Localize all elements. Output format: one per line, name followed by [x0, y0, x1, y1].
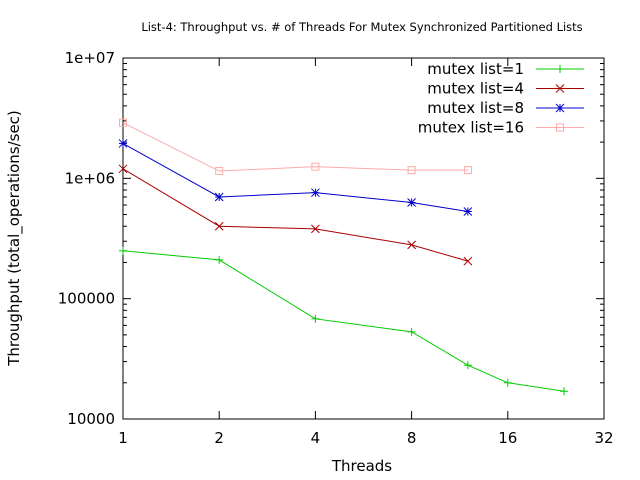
y-tick-label: 1e+07 — [65, 49, 115, 67]
legend-marker — [555, 103, 565, 113]
data-point — [118, 139, 128, 148]
y-axis-label: Throughput (total_operations/sec) — [5, 110, 24, 367]
series-line — [122, 250, 565, 392]
series-2 — [118, 164, 473, 266]
series-line — [122, 142, 468, 213]
data-point — [407, 327, 416, 336]
chart-title: List-4: Throughput vs. # of Threads For … — [141, 20, 582, 34]
legend-marker — [556, 123, 564, 132]
axis-ticks: 10000 100000 1e+06 1e+07 1 2 4 8 16 32 — [58, 49, 614, 447]
x-tick-label: 8 — [407, 429, 417, 447]
plot-frame — [122, 57, 605, 420]
plot-border — [122, 57, 605, 420]
x-tick-label: 16 — [498, 429, 517, 447]
x-tick-label: 4 — [311, 429, 321, 447]
data-point — [215, 167, 224, 176]
data-point — [214, 221, 224, 231]
x-axis-label: Threads — [331, 457, 392, 475]
data-point — [407, 166, 416, 175]
legend-label: mutex list=4 — [427, 80, 524, 98]
data-point — [311, 188, 320, 198]
series-3 — [118, 139, 473, 216]
data-point — [407, 198, 416, 207]
y-tick-label: 10000 — [67, 410, 115, 428]
x-tick-label: 32 — [594, 429, 613, 447]
data-point — [215, 255, 224, 264]
data-point — [560, 387, 569, 396]
data-point — [407, 240, 416, 250]
legend-entry: mutex list=4 — [427, 80, 584, 98]
legend-entry: mutex list=1 — [427, 60, 584, 78]
legend-label: mutex list=1 — [427, 60, 524, 78]
data-point — [503, 378, 512, 387]
legend-label: mutex list=16 — [418, 119, 524, 137]
data-point — [463, 207, 473, 216]
series-4 — [119, 118, 472, 176]
data-point — [463, 166, 472, 175]
data-point — [118, 164, 128, 174]
legend-entry: mutex list=16 — [418, 119, 584, 137]
x-tick-label: 2 — [214, 429, 224, 447]
series-1 — [119, 246, 569, 396]
series-line — [122, 122, 468, 172]
legend-marker — [556, 65, 564, 73]
data-point — [463, 361, 472, 370]
legend-label: mutex list=8 — [427, 99, 524, 117]
data-point — [119, 246, 127, 255]
data-point — [463, 256, 473, 266]
data-point — [311, 224, 320, 234]
data-point — [119, 118, 127, 127]
y-tick-label: 1e+06 — [65, 169, 115, 187]
data-point — [214, 192, 224, 202]
data-point — [311, 314, 320, 323]
y-tick-label: 100000 — [58, 290, 115, 308]
legend-entry: mutex list=8 — [427, 99, 584, 117]
data-point — [311, 162, 320, 171]
series-layer — [118, 118, 569, 396]
series-line — [122, 168, 469, 262]
legend-marker — [555, 84, 565, 93]
x-tick-label: 1 — [118, 429, 128, 447]
